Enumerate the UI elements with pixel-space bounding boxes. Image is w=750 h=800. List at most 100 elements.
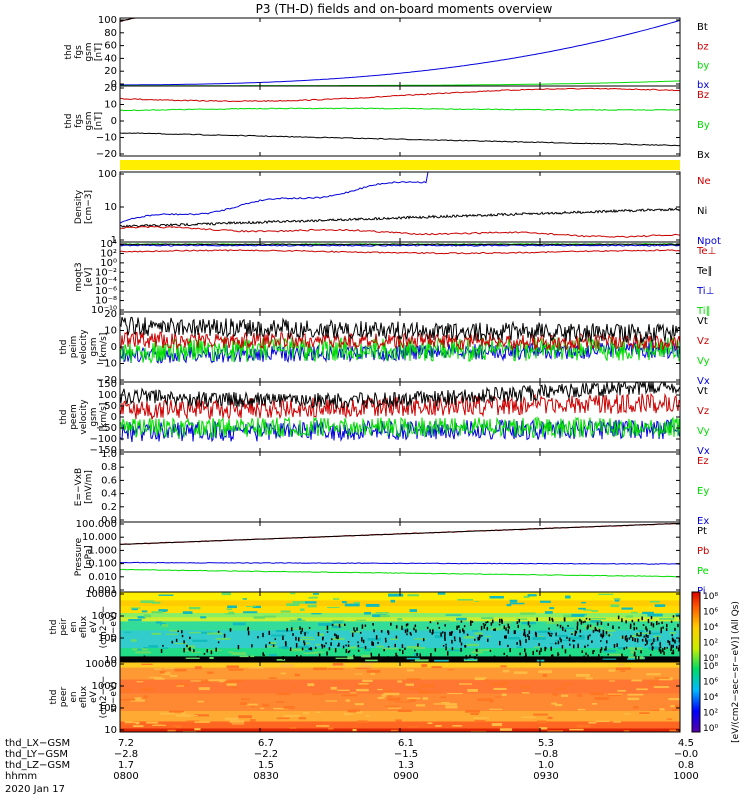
spec-texture	[608, 669, 616, 672]
y-axis-label: velocity	[79, 329, 89, 365]
spec-texture	[623, 713, 631, 715]
spec-dropout	[652, 646, 654, 649]
spec-texture	[151, 601, 161, 604]
spec-dropout	[538, 650, 541, 655]
y-axis-label: peir	[59, 618, 69, 636]
panel-plot	[120, 172, 680, 238]
spec-dropout	[555, 632, 557, 636]
spec-dropout	[396, 654, 398, 658]
spec-texture	[372, 614, 387, 618]
spec-dropout	[440, 632, 442, 637]
spec-dropout	[299, 626, 301, 630]
spec-dropout	[364, 645, 367, 650]
spec-texture	[387, 707, 402, 709]
spec-dropout	[289, 647, 292, 652]
spec-texture	[669, 729, 679, 732]
footer-value: 0930	[533, 771, 558, 782]
spec-texture	[134, 697, 142, 701]
spec-texture	[653, 635, 662, 638]
spec-dropout	[426, 626, 429, 629]
spec-dropout	[629, 625, 632, 629]
spec-texture	[440, 696, 447, 699]
spec-texture	[495, 696, 502, 698]
spec-texture	[414, 659, 429, 662]
spec-texture	[433, 703, 447, 705]
spec-dropout	[549, 633, 551, 637]
spec-texture	[337, 624, 345, 627]
footer-value: 1.0	[538, 760, 554, 771]
series-Bx	[120, 132, 680, 147]
spec-dropout	[576, 625, 579, 631]
spec-texture	[570, 631, 579, 634]
spec-texture	[206, 649, 222, 652]
legend-by: by	[697, 61, 709, 72]
y-axis-label: fgs	[74, 45, 84, 59]
footer-value: −2.2	[254, 749, 278, 760]
spec-texture	[382, 647, 398, 650]
spec-dropout	[556, 624, 559, 627]
y-tick-label: 10⁻¹⁰	[91, 305, 117, 316]
spec-dropout	[616, 643, 618, 648]
spec-texture	[300, 608, 305, 612]
spec-texture	[502, 669, 510, 673]
spec-texture	[390, 638, 399, 641]
spec-texture	[474, 677, 487, 681]
spec-dropout	[630, 635, 632, 638]
spec-dropout	[508, 626, 510, 629]
spec-dropout	[649, 653, 652, 656]
spec-dropout	[370, 652, 373, 657]
spec-dropout	[647, 635, 649, 639]
spec-texture	[437, 592, 446, 595]
spec-dropout	[666, 647, 668, 649]
legend-Te⊥: Te⊥	[696, 246, 716, 257]
spec-dropout	[563, 617, 566, 621]
spec-texture	[238, 715, 253, 719]
spec-texture	[158, 609, 167, 613]
spec-texture	[270, 634, 286, 637]
spec-texture	[466, 643, 479, 647]
spec-dropout	[322, 637, 324, 641]
spec-dropout	[321, 644, 324, 649]
spec-texture	[355, 667, 371, 670]
legend-bx: bx	[697, 80, 709, 91]
spec-dropout	[295, 643, 298, 648]
spec-texture	[226, 665, 239, 669]
spec-texture	[484, 679, 489, 682]
spec-texture	[242, 598, 247, 600]
spec-texture	[447, 669, 455, 671]
spec-dropout	[638, 634, 640, 637]
spec-texture	[561, 683, 574, 686]
spec-texture	[176, 685, 185, 687]
spec-dropout	[442, 644, 445, 647]
spec-dropout	[272, 644, 275, 647]
spec-dropout	[406, 628, 409, 633]
spec-dropout	[344, 623, 346, 626]
spec-texture	[182, 611, 193, 614]
spec-texture	[135, 651, 151, 654]
spec-dropout	[557, 653, 560, 656]
spec-texture	[120, 689, 132, 693]
spec-texture	[546, 621, 560, 625]
y-axis-label: en	[69, 691, 79, 702]
spec-texture	[228, 651, 234, 653]
spec-dropout	[450, 631, 453, 636]
spec-dropout	[303, 642, 306, 646]
y-tick-label: 0.100	[88, 559, 117, 570]
spec-dropout	[414, 624, 417, 628]
spec-texture	[280, 664, 294, 667]
spec-dropout	[308, 627, 311, 629]
spec-dropout	[660, 627, 663, 631]
spec-texture	[364, 715, 371, 717]
spec-texture	[509, 602, 525, 605]
spec-texture	[614, 599, 620, 602]
spec-texture	[120, 698, 136, 701]
spec-dropout	[604, 648, 606, 651]
y-axis-label: [mV/m]	[84, 470, 94, 504]
spec-texture	[158, 594, 174, 596]
footer-value: 6.7	[258, 738, 274, 749]
y-tick-label: 10²	[100, 248, 117, 259]
spec-texture	[638, 629, 644, 633]
spec-texture	[357, 720, 368, 724]
spec-texture	[188, 631, 204, 634]
spec-dropout	[286, 628, 288, 632]
